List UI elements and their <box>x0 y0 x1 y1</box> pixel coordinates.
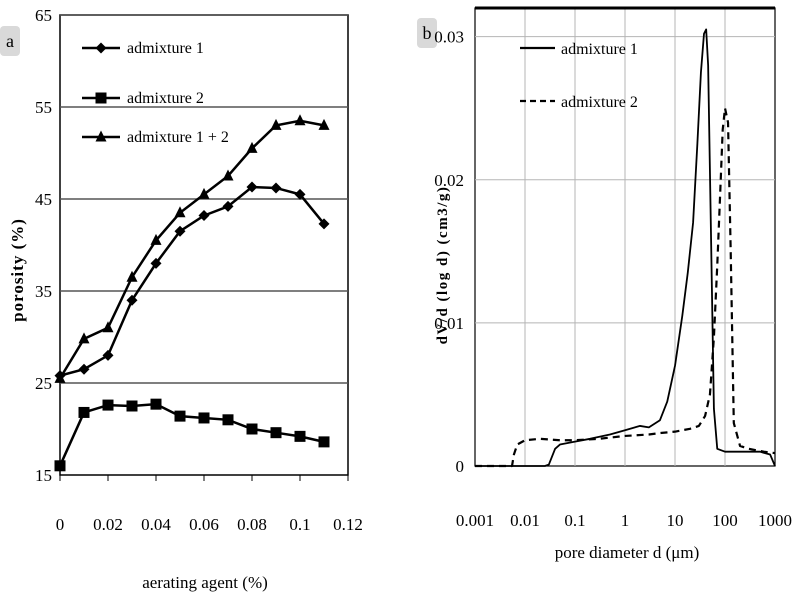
panel-b-legend: admixture 1 admixture 2 <box>520 41 638 111</box>
panel-a-legend-label: admixture 1 <box>127 40 204 57</box>
panel-a-series-3 <box>54 114 330 383</box>
panel-b-legend-label: admixture 2 <box>561 94 638 111</box>
panel-a-data-point <box>222 414 234 426</box>
panel-b-x-tick-label: 0.001 <box>456 511 494 530</box>
panel-a-data-point <box>174 225 186 237</box>
panel-b-y-tick-label: 0.01 <box>434 314 464 333</box>
panel-a-data-point <box>222 200 234 212</box>
panel-b-x-axis-title: pore diameter d (μm) <box>555 543 700 562</box>
panel-a-data-point <box>318 218 330 230</box>
panel-a-data-point <box>102 321 114 333</box>
panel-a-x-tick-label: 0.12 <box>333 515 363 534</box>
panel-a-data-point <box>150 233 162 245</box>
panel-a-x-tick-label: 0.08 <box>237 515 267 534</box>
panel-a-label-box <box>0 26 20 56</box>
panel-a-data-point <box>150 398 162 410</box>
panel-a-series <box>54 114 330 472</box>
panel-a-data-point <box>318 436 330 448</box>
panel-b-x-ticks: 0.001 0.01 0.1 1 10 100 1000 <box>456 511 792 530</box>
panel-a-legend-label: admixture 2 <box>127 90 204 107</box>
panel-a-data-point <box>54 460 66 472</box>
panel-a-data-point <box>126 294 138 306</box>
panel-b-y-ticks: 0 0.01 0.02 0.03 <box>434 28 464 476</box>
panel-a-series-2 <box>54 398 330 472</box>
panel-b-series <box>475 28 776 468</box>
panel-a-data-point <box>174 410 186 422</box>
panel-a-y-tick-label: 45 <box>35 190 52 209</box>
panel-a-data-point <box>294 430 306 442</box>
panel-a-data-point <box>198 187 210 199</box>
panel-b-x-tick-label: 1 <box>621 511 630 530</box>
panel-a-y-tick-label: 25 <box>35 374 52 393</box>
panel-b-y-axis-title: dV/d (log d) (cm3/g) <box>435 186 451 345</box>
panel-b-y-tick-label: 0.03 <box>434 28 464 47</box>
panel-a-data-point <box>246 141 258 153</box>
panel-b-x-tick-label: 100 <box>712 511 738 530</box>
panel-a-legend: admixture 1 admixture 2 admixture 1 + 2 <box>82 40 229 146</box>
panel-a-data-point <box>102 349 114 361</box>
panel-b-y-tick-label: 0.02 <box>434 171 464 190</box>
panel-a-y-axis-title: porosity (%) <box>8 218 27 322</box>
panel-a-y-tick-label: 35 <box>35 282 52 301</box>
panel-b-series-2-line <box>475 107 776 468</box>
panel-a-data-point <box>246 423 258 435</box>
panel-a-data-point <box>222 169 234 181</box>
panel-a-x-tick-label: 0.02 <box>93 515 123 534</box>
panel-a-data-point <box>198 412 210 424</box>
panel-a-label: a <box>6 31 14 51</box>
panel-b-x-tick-label: 0.01 <box>510 511 540 530</box>
panel-a-x-tick-label: 0 <box>56 515 65 534</box>
panel-a-y-tick-label: 55 <box>35 98 52 117</box>
panel-a-x-ticks: 0 0.02 0.04 0.06 0.08 0.1 0.12 <box>56 475 363 534</box>
panel-a-data-point <box>246 181 258 193</box>
panel-a-legend-marker <box>95 92 107 104</box>
panel-b-legend-label: admixture 1 <box>561 41 638 58</box>
panel-a-series-1 <box>54 181 330 382</box>
panel-a-data-point <box>126 270 138 282</box>
panel-a-data-point <box>198 210 210 222</box>
panel-a-data-point <box>78 332 90 344</box>
panel-a-data-point <box>102 399 114 411</box>
panel-a-data-point <box>126 400 138 412</box>
panel-a-y-tick-label: 15 <box>35 466 52 485</box>
panel-a-plot-area <box>59 14 349 476</box>
panel-b-gridlines <box>475 6 775 466</box>
panel-b-label: b <box>423 23 432 43</box>
panel-a-data-point <box>270 118 282 130</box>
panel-a-data-point <box>270 427 282 439</box>
panel-a-x-axis-title: aerating agent (%) <box>142 573 268 592</box>
panel-b-x-tick-label: 0.1 <box>564 511 585 530</box>
panel-a-x-tick-label: 0.04 <box>141 515 171 534</box>
panel-a-data-point <box>318 118 330 130</box>
panel-a-y-ticks: 15 25 35 45 55 65 <box>35 6 52 485</box>
panel-a-legend-marker <box>95 42 107 54</box>
panel-a-x-tick-label: 0.06 <box>189 515 219 534</box>
panel-b-y-tick-label: 0 <box>456 457 465 476</box>
panel-a-legend-marker <box>95 130 107 142</box>
panel-a-data-point <box>78 363 90 375</box>
panel-a-data-point <box>270 182 282 194</box>
panel-b-label-box <box>417 18 437 48</box>
panel-b-series-1-line <box>475 28 776 467</box>
panel-a-data-point <box>294 114 306 126</box>
panel-a-x-tick-label: 0.1 <box>289 515 310 534</box>
panel-a-data-point <box>78 406 90 418</box>
panel-a-data-point <box>54 371 66 383</box>
panel-a-data-point <box>174 206 186 218</box>
panel-a-legend-label: admixture 1 + 2 <box>127 129 229 146</box>
panel-b: b 0 0.01 0.02 0.03 0.001 0.01 0.1 1 10 100 1000 a… <box>417 6 792 562</box>
panel-a-data-point <box>294 188 306 200</box>
panel-a-y-tick-label: 65 <box>35 6 52 25</box>
panel-b-x-tick-label: 1000 <box>758 511 792 530</box>
panel-a-data-point <box>150 257 162 269</box>
panel-b-x-tick-label: 10 <box>667 511 684 530</box>
